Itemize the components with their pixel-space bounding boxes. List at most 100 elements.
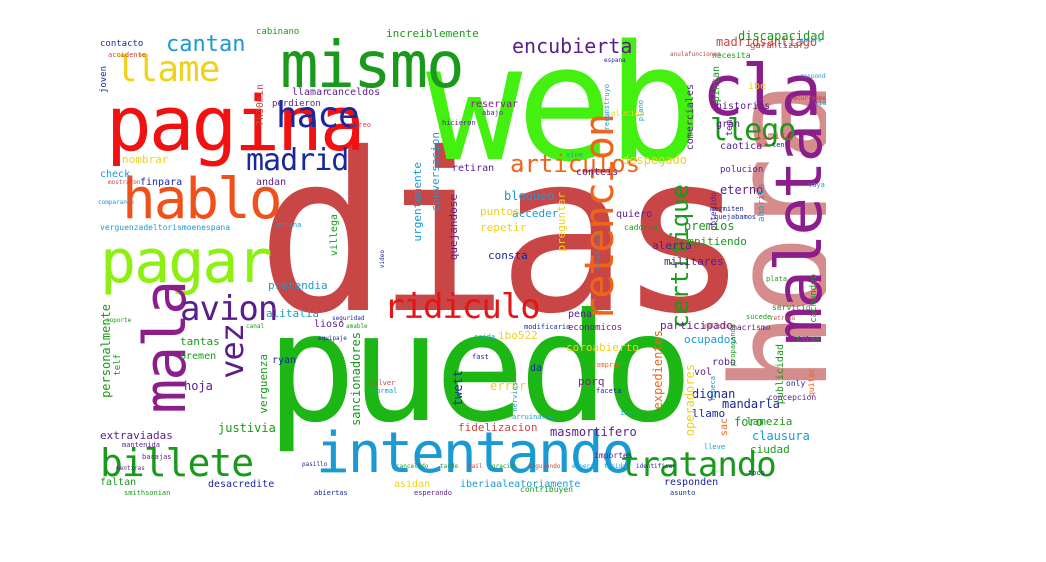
word-quejabamos: quejabamos	[714, 213, 757, 221]
word-urgentemente: urgentemente	[411, 162, 424, 242]
word-siguiendo: siguiendo	[528, 463, 561, 470]
word-ryan: ryan	[272, 355, 297, 366]
word-mail: mail	[468, 463, 483, 470]
word-faltan: faltan	[100, 477, 137, 488]
word-conteis: conteis	[576, 167, 619, 178]
word-plata: plata	[766, 275, 788, 283]
word-retencion: retencion	[577, 114, 623, 322]
word-equipaje: equipaje	[318, 335, 347, 342]
word-vaya: vaya	[808, 181, 825, 189]
word-iban: iban	[620, 409, 637, 417]
word-polucion: polucion	[720, 165, 764, 175]
word-aereo: aereo	[350, 121, 372, 129]
word-contribuyen: contribuyen	[520, 485, 573, 494]
word-asunto: asunto	[670, 489, 696, 497]
word-accidente: accidente	[108, 51, 146, 59]
word-sancionadores: sancionadores	[349, 332, 363, 426]
word-joven: joven	[99, 66, 109, 94]
word-respondan: respondan	[800, 73, 826, 80]
word-hicieron: hicieron	[442, 119, 476, 127]
word-verguenza: verguenza	[257, 354, 270, 414]
word-identificar: quitar	[807, 368, 816, 397]
word-tratando: tratando	[620, 445, 777, 485]
word-propaganda: propaganda	[729, 324, 737, 367]
word-telefonica: telefonica	[595, 234, 602, 271]
word-bremen: bremen	[180, 351, 217, 362]
word-pagar: pagar	[100, 227, 273, 297]
word-ridiculo: ridiculo	[384, 287, 541, 327]
word-smithsonian: smithsonian	[124, 489, 171, 497]
word-llego: llego	[710, 113, 796, 148]
word-telf: telf	[113, 354, 123, 376]
word-recurreame: recurreame	[790, 95, 826, 102]
word-macrismo: macrismo	[732, 323, 771, 332]
word-ten: ten	[772, 141, 785, 149]
word-desacredite: desacredite	[208, 479, 275, 490]
word-canal: canal	[246, 323, 265, 330]
word-abajo: abajo	[482, 109, 504, 117]
word-tarde: tarde	[440, 463, 459, 470]
word-iberiaaleatoriamente: iberiaaleatoriamente	[460, 479, 581, 490]
word-extraviadas: extraviadas	[100, 429, 173, 442]
word-only: only	[786, 379, 806, 388]
word-soporte: soporte	[106, 317, 132, 324]
word-mentiras: mentiras	[116, 465, 145, 472]
word-error: error	[490, 379, 527, 393]
word-caida: caida	[474, 333, 496, 341]
word-faceta: faceta	[596, 387, 622, 395]
word-mostraron: mostraron	[108, 179, 141, 186]
word-llamo: llamo	[692, 407, 726, 420]
word-retraso: retraso	[770, 315, 796, 322]
word-limito: limito	[756, 131, 793, 142]
word-consta: consta	[488, 249, 528, 262]
word-cloud: dias puedo web hora pagina mismo claro m…	[96, 24, 826, 502]
word-andan: andan	[256, 177, 287, 188]
word-twett: twett	[451, 370, 465, 407]
word-vez: vez	[213, 324, 251, 379]
word-compitiendo: compitiendo	[674, 235, 747, 248]
word-pasillo: pasillo	[302, 461, 328, 468]
word-seguridad: seguridad	[332, 315, 365, 322]
word-cancelados: canceldos	[326, 87, 381, 98]
word-manana: manana	[276, 221, 302, 229]
word-espana: espana	[604, 57, 626, 64]
word-vol: vol	[694, 367, 713, 378]
word-identificar: identificar	[636, 463, 676, 470]
word-retiran: retiran	[452, 163, 495, 174]
word-pagina: pagina	[106, 79, 366, 168]
word-premios: premios	[684, 219, 735, 233]
word-dias: dias	[256, 106, 750, 362]
word-porq: porq	[578, 375, 605, 388]
word-madridsantiago: madridsantiago	[716, 35, 818, 49]
word-ibe: ibe	[748, 81, 767, 92]
word-madrid: madrid	[246, 143, 349, 178]
word-concepcion: concepcion	[768, 393, 817, 402]
word-asidan: asidan	[394, 479, 431, 490]
word-alitalia: alitalia	[266, 307, 319, 320]
word-expedientes: expedientes	[651, 330, 665, 410]
word-plano: plano	[637, 100, 645, 122]
word-articulos: articulos	[510, 150, 641, 178]
word-hoja: hoja	[184, 379, 213, 393]
word-fast: fast	[472, 353, 489, 361]
word-hablo: hablo	[122, 167, 283, 232]
word-sac: sac	[719, 418, 730, 437]
word-fidelizacion: fidelizacion	[458, 421, 538, 434]
word-web: web	[426, 24, 703, 197]
word-pretendia: pretendia	[268, 279, 328, 292]
word-masmortifero: masmortifero	[550, 425, 637, 439]
word-justivia: justivia	[218, 421, 276, 435]
word-increiblemente: increiblemente	[386, 27, 479, 40]
word-normal: normal	[372, 387, 398, 395]
word-7h30min: 7h30min	[255, 84, 266, 127]
word-reservar: reservar	[470, 99, 519, 110]
word-toco: toco	[748, 469, 765, 477]
word-dignan: dignan	[692, 387, 736, 401]
word-espera: espera	[572, 463, 594, 470]
word-claro: claro	[702, 50, 826, 132]
word-servicio: servicio	[772, 303, 811, 312]
word-lleve: lleve	[704, 443, 726, 451]
word-solucion: solucion	[606, 109, 645, 118]
word-pintan: pintan	[711, 66, 722, 103]
word-puedo: puedo	[266, 282, 694, 456]
